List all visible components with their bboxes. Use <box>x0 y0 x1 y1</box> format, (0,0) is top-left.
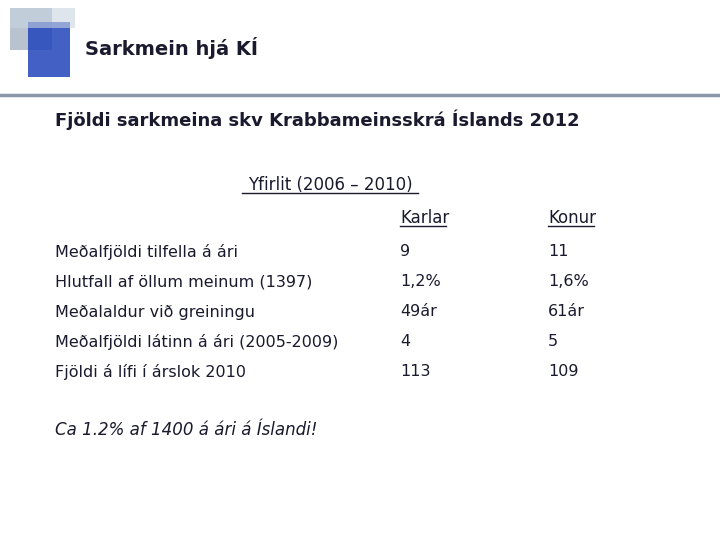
Text: 49ár: 49ár <box>400 305 437 320</box>
Text: 61ár: 61ár <box>548 305 585 320</box>
Text: 1,2%: 1,2% <box>400 274 441 289</box>
Text: Yfirlit (2006 – 2010): Yfirlit (2006 – 2010) <box>248 176 413 194</box>
Bar <box>28 22 70 77</box>
Text: 113: 113 <box>400 364 431 380</box>
Text: 9: 9 <box>400 245 410 260</box>
Text: Sarkmein hjá KÍ: Sarkmein hjá KÍ <box>85 37 258 59</box>
Text: Meðalfjöldi tilfella á ári: Meðalfjöldi tilfella á ári <box>55 244 238 260</box>
Bar <box>10 8 52 50</box>
Text: Meðalaldur við greiningu: Meðalaldur við greiningu <box>55 305 255 320</box>
Text: Ca 1.2% af 1400 á ári á Íslandi!: Ca 1.2% af 1400 á ári á Íslandi! <box>55 421 318 439</box>
Text: 11: 11 <box>548 245 569 260</box>
Text: 5: 5 <box>548 334 558 349</box>
Text: 109: 109 <box>548 364 578 380</box>
Text: 1,6%: 1,6% <box>548 274 589 289</box>
Text: 4: 4 <box>400 334 410 349</box>
Text: Fjöldi á lífi í árslok 2010: Fjöldi á lífi í árslok 2010 <box>55 364 246 380</box>
Text: Konur: Konur <box>548 209 596 227</box>
Text: Fjöldi sarkmeina skv Krabbameinsskrá Íslands 2012: Fjöldi sarkmeina skv Krabbameinsskrá Ísl… <box>55 110 580 130</box>
Text: Meðalfjöldi látinn á ári (2005-2009): Meðalfjöldi látinn á ári (2005-2009) <box>55 334 338 350</box>
Text: Hlutfall af öllum meinum (1397): Hlutfall af öllum meinum (1397) <box>55 274 312 289</box>
Bar <box>10 8 75 28</box>
Text: Karlar: Karlar <box>400 209 449 227</box>
